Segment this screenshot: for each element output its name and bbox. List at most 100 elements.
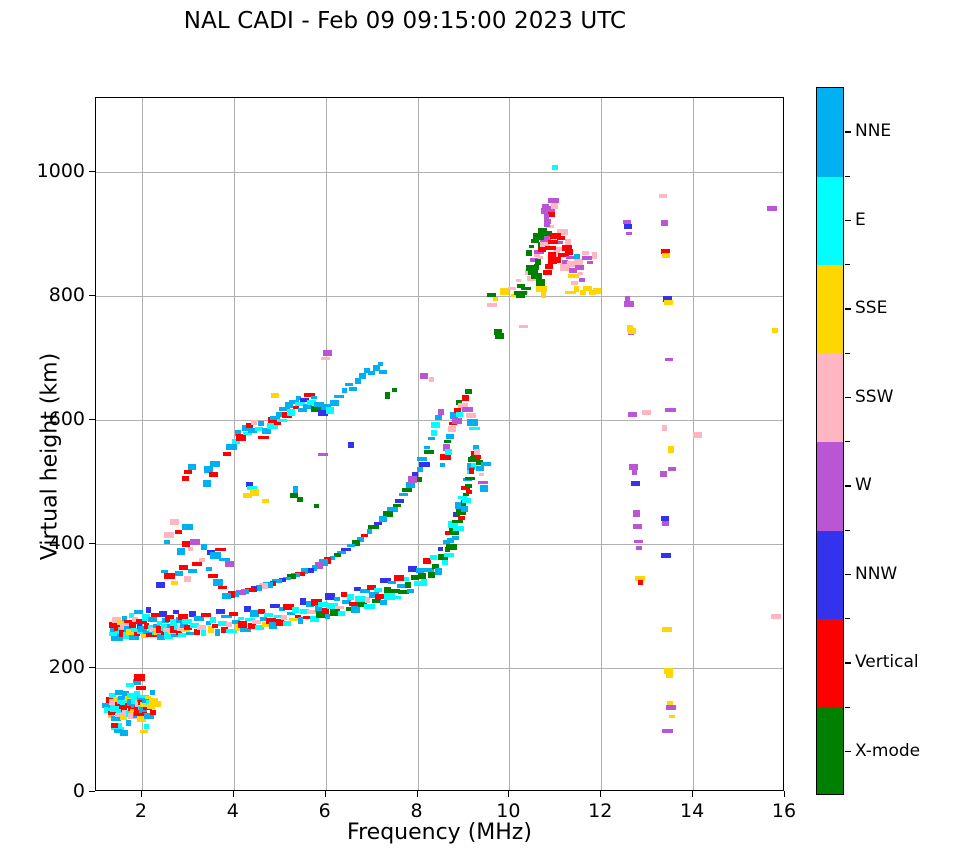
data-point (109, 627, 115, 633)
data-point (128, 713, 138, 720)
data-point (634, 576, 645, 582)
data-point (295, 395, 301, 400)
x-tick (416, 791, 418, 797)
data-point (138, 626, 148, 633)
colorbar-label-vertical: Vertical (855, 652, 919, 673)
data-point (128, 634, 139, 640)
data-point (632, 524, 642, 530)
data-point (413, 477, 423, 483)
data-point (197, 624, 207, 630)
data-point (668, 446, 675, 454)
data-point (418, 573, 427, 580)
data-point (543, 213, 549, 220)
data-point (455, 502, 465, 510)
data-point (272, 579, 283, 584)
data-point (251, 420, 258, 426)
data-point (307, 400, 317, 406)
data-point (374, 521, 383, 525)
data-point (662, 627, 673, 633)
data-point (669, 714, 675, 718)
data-point (447, 425, 456, 432)
data-point (270, 604, 281, 609)
data-point (109, 699, 120, 706)
data-point (638, 580, 644, 586)
data-point (662, 424, 668, 431)
data-point (561, 259, 568, 264)
data-point (325, 592, 336, 600)
data-point (170, 580, 178, 585)
data-point (565, 248, 574, 255)
data-point (141, 613, 150, 621)
data-point (455, 508, 466, 515)
data-point (665, 357, 674, 361)
data-point (235, 589, 246, 595)
data-point (347, 442, 354, 448)
data-point (124, 620, 133, 624)
page-title: NAL CADI - Feb 09 09:15:00 2023 UTC (183, 8, 627, 34)
data-point (556, 236, 565, 241)
data-point (368, 591, 379, 598)
data-point (660, 515, 669, 521)
data-point (115, 712, 125, 717)
data-point (188, 610, 196, 617)
data-point (770, 613, 781, 619)
data-point (298, 408, 308, 413)
data-point (323, 350, 333, 357)
data-point (341, 600, 351, 605)
colorbar-boundary-tick (845, 529, 850, 531)
data-point (267, 423, 279, 430)
colorbar-label-nne: NNE (855, 121, 892, 142)
data-point (351, 606, 361, 614)
data-point (663, 299, 673, 305)
data-point (464, 483, 472, 488)
data-point (767, 205, 778, 211)
data-point (625, 231, 632, 235)
data-point (633, 540, 643, 544)
data-point (552, 251, 560, 258)
data-point (133, 610, 143, 615)
data-point (287, 409, 296, 417)
y-tick (89, 543, 95, 545)
colorbar-segment-e (817, 176, 843, 266)
data-point (173, 610, 180, 615)
data-point (434, 567, 442, 575)
data-point (136, 696, 144, 703)
data-point (137, 715, 147, 722)
data-point (368, 371, 376, 376)
data-point (405, 582, 412, 589)
data-point (477, 480, 488, 484)
data-point (304, 393, 316, 398)
data-point (138, 695, 150, 699)
data-point (181, 541, 190, 548)
data-point (293, 486, 299, 494)
data-point (305, 567, 314, 573)
data-point (121, 707, 128, 713)
data-point (693, 432, 703, 439)
data-point (442, 443, 450, 451)
data-point (119, 730, 128, 737)
data-point (302, 615, 312, 619)
data-point (273, 420, 281, 426)
data-point (136, 630, 146, 635)
data-point (117, 620, 126, 626)
data-point (486, 293, 496, 298)
data-point (454, 407, 462, 413)
data-point (157, 634, 166, 641)
data-point (392, 388, 398, 393)
data-point (178, 614, 189, 621)
data-point (453, 525, 465, 531)
data-point (187, 547, 193, 552)
gridline-vertical (325, 98, 327, 790)
data-point (136, 685, 146, 690)
data-point (351, 539, 360, 546)
data-point (305, 600, 314, 607)
data-point (221, 626, 229, 633)
data-point (252, 619, 262, 624)
data-point (295, 402, 306, 407)
data-point (533, 233, 545, 241)
colorbar-label-ssw: SSW (855, 386, 894, 407)
data-point (276, 411, 284, 417)
data-point (396, 584, 406, 589)
data-point (123, 626, 135, 633)
data-point (423, 445, 430, 449)
